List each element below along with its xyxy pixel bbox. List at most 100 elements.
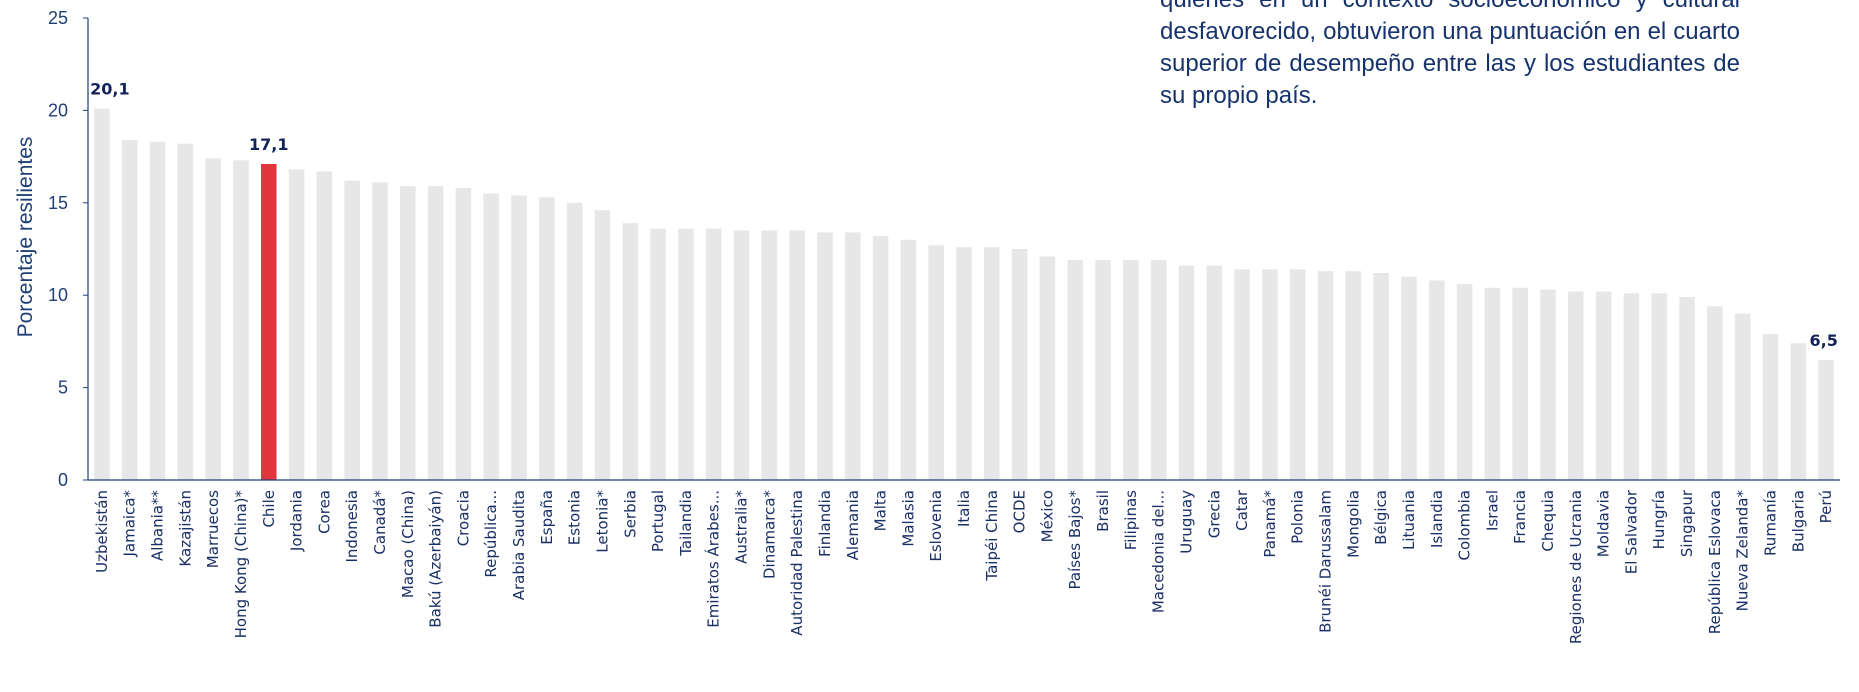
x-tick-label: Malta	[872, 490, 890, 531]
data-label: 17,1	[249, 135, 288, 154]
bar-Portugal	[650, 228, 666, 480]
bar-Dinamarca*	[761, 230, 778, 480]
x-tick-label: Letonia*	[593, 490, 611, 553]
x-tick-label: Marruecos	[204, 490, 222, 568]
x-tick-label: Hong Kong (China)*	[232, 490, 250, 639]
x-tick-label: Emiratos Árabes...	[704, 490, 723, 628]
bar-Bakú (Azerbaiyán)	[427, 186, 444, 481]
bar-Croacia	[455, 188, 472, 480]
x-tick-label: Colombia	[1456, 490, 1474, 561]
x-tick-label: Chile	[260, 490, 278, 528]
bar-Corea	[316, 171, 333, 480]
bar-Brunéi Darussalam	[1317, 271, 1334, 480]
y-tick-label: 10	[48, 285, 68, 305]
x-tick-label: Moldavia	[1595, 490, 1613, 557]
x-tick-label: Dinamarca*	[760, 490, 778, 579]
x-tick-label: Jordania	[288, 490, 306, 552]
bar-Mongolia	[1345, 271, 1362, 480]
bar-Chequia	[1540, 289, 1556, 480]
bar-OCDE	[1011, 249, 1028, 480]
y-tick-label: 15	[48, 193, 68, 213]
bar-Jordania	[288, 169, 305, 481]
bar-Bélgica	[1373, 273, 1389, 480]
bar-El Salvador	[1623, 293, 1640, 480]
bar-Australia*	[733, 230, 750, 480]
x-tick-label: Panamá*	[1261, 490, 1279, 558]
x-tick-label: Autoridad Palestina	[788, 490, 806, 636]
bar-Hong Kong (China)*	[233, 160, 249, 481]
x-tick-label: Macao (China)	[399, 490, 417, 598]
bar-Panamá*	[1262, 269, 1278, 480]
x-tick-label: Francia	[1511, 490, 1529, 544]
bar-Bulgaria	[1790, 343, 1807, 480]
bar-Macedonia del...	[1150, 260, 1167, 480]
bar-Kazajistán	[177, 143, 194, 480]
bar-República...	[483, 193, 500, 480]
x-tick-label: Tailandia	[677, 490, 695, 557]
bar-Emiratos Árabes...	[705, 228, 722, 480]
x-tick-label: Indonesia	[343, 490, 361, 563]
x-tick-label: Albania**	[149, 490, 167, 562]
x-tick-label: Bélgica	[1372, 490, 1390, 545]
x-tick-label: Brasil	[1094, 490, 1112, 532]
x-tick-label: Croacia	[454, 490, 472, 546]
bar-Macao (China)	[400, 186, 416, 481]
bar-Tailandia	[678, 228, 694, 480]
x-tick-label: Hungría	[1650, 490, 1668, 549]
x-tick-label: México	[1038, 490, 1056, 542]
x-tick-label: España	[538, 490, 556, 545]
bar-Polonia	[1289, 269, 1306, 480]
x-tick-label: Canadá*	[371, 490, 389, 555]
data-labels: 20,1 17,1 6,5	[90, 80, 1838, 350]
bar-Chile	[260, 163, 277, 481]
x-tick-label: Grecia	[1205, 490, 1223, 538]
y-axis-label: Porcentaje resilientes	[14, 137, 37, 338]
x-tick-label: Brunéi Darussalam	[1317, 490, 1335, 633]
x-tick-label: Polonia	[1289, 490, 1307, 544]
bar-Israel	[1484, 287, 1501, 480]
x-tick-label: Alemania	[844, 490, 862, 560]
x-tick-label: Rumanía	[1761, 490, 1779, 556]
x-tick-label: Serbia	[621, 490, 639, 538]
x-tick-label: Finlandia	[816, 490, 834, 557]
bar-Catar	[1234, 269, 1250, 480]
bar-Arabia Saudita	[511, 195, 527, 480]
bar-Letonia*	[594, 210, 611, 480]
bar-Marruecos	[205, 158, 221, 480]
bar-Colombia	[1456, 284, 1473, 480]
bar-Eslovenia	[928, 245, 944, 480]
x-tick-label: Malasia	[899, 490, 917, 547]
explanatory-note: quienes en un contexto socioeconómico y …	[1160, 0, 1740, 109]
x-tick-label: Arabia Saudita	[510, 490, 528, 600]
x-tick-label: El Salvador	[1622, 489, 1640, 574]
y-axis: 0 5 10 15 20 25	[48, 8, 1840, 490]
bar-Malta	[872, 236, 889, 480]
x-tick-labels: Uzbekistán Jamaica* Albania** Kazajistán Mar…	[93, 489, 1835, 644]
bar-Brasil	[1095, 260, 1111, 480]
bar-Nueva Zelanda*	[1734, 313, 1751, 480]
x-tick-label: Regiones de Ucrania	[1567, 490, 1585, 644]
x-tick-label: OCDE	[1011, 490, 1029, 533]
bar-Uruguay	[1178, 265, 1195, 480]
bar-Albania**	[149, 141, 166, 480]
x-tick-label: Israel	[1483, 490, 1501, 531]
bar-República Eslovaca	[1707, 306, 1723, 480]
bar-Lituania	[1401, 276, 1417, 480]
bar-Indonesia	[344, 180, 360, 480]
bar-Islandia	[1428, 280, 1445, 480]
bar-Rumanía	[1762, 334, 1779, 480]
x-tick-label: Uzbekistán	[93, 490, 111, 573]
y-tick-label: 0	[58, 470, 68, 490]
x-tick-label: Filipinas	[1122, 490, 1140, 550]
x-tick-label: Bulgaria	[1789, 490, 1807, 552]
x-tick-label: Países Bajos*	[1066, 490, 1084, 590]
bar-Canadá*	[372, 182, 388, 480]
x-tick-label: Corea	[315, 490, 333, 534]
bar-Uzbekistán	[94, 108, 110, 481]
x-tick-label: Singapur	[1678, 489, 1696, 557]
x-tick-label: Australia*	[733, 490, 751, 564]
x-tick-label: República Eslovaca	[1706, 490, 1724, 634]
bar-Moldavia	[1595, 291, 1612, 480]
bar-Finlandia	[817, 232, 833, 480]
